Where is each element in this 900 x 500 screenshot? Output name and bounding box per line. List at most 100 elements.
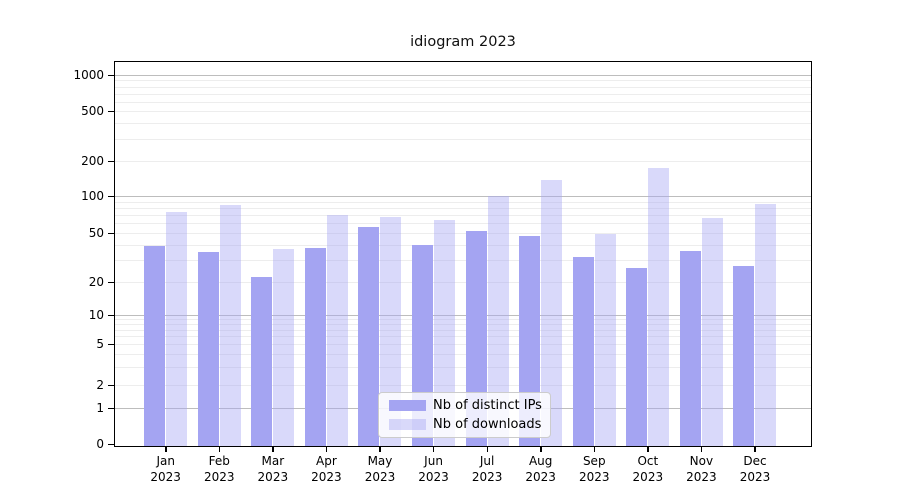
- legend-label-downloads: Nb of downloads: [433, 417, 542, 432]
- legend-label-ips: Nb of distinct IPs: [433, 398, 542, 413]
- gridline-minor: [115, 207, 811, 209]
- plot-area: [114, 61, 812, 447]
- gridline-minor: [115, 385, 811, 386]
- y-tick-mark: [108, 74, 114, 76]
- bar-downloads-jul: [487, 196, 509, 446]
- bar-downloads-nov: [701, 218, 723, 446]
- y-tick-label: 100: [81, 189, 104, 203]
- y-tick-label: 20: [88, 275, 104, 289]
- bar-downloads-aug: [541, 179, 563, 446]
- bar-ips-may: [358, 226, 380, 446]
- x-tick-label-aug: Aug 2023: [525, 454, 556, 484]
- gridline-major: [115, 315, 811, 316]
- bar-ips-dec: [733, 265, 755, 446]
- y-tick-label: 1: [96, 401, 104, 415]
- bar-downloads-jun: [434, 219, 456, 446]
- x-tick-label-mar: Mar 2023: [257, 454, 289, 484]
- bar-downloads-jan: [166, 212, 188, 446]
- y-tick-label: 1000: [73, 68, 104, 82]
- gridline-minor: [115, 366, 811, 368]
- gridline-minor: [115, 201, 811, 203]
- bar-ips-mar: [251, 276, 273, 446]
- x-tick-label-feb: Feb 2023: [203, 454, 235, 484]
- bar-ips-nov: [679, 250, 701, 446]
- legend-swatch-downloads: [389, 419, 426, 430]
- x-tick-label-may: May 2023: [364, 454, 396, 484]
- bar-ips-apr: [304, 247, 326, 446]
- y-tick-mark: [108, 281, 114, 283]
- gridline-minor: [115, 101, 811, 103]
- y-tick-label: 5: [96, 337, 104, 351]
- x-tick-mark: [593, 447, 596, 452]
- x-tick-mark: [540, 447, 542, 452]
- gridline-minor: [115, 86, 811, 88]
- bar-downloads-apr: [326, 215, 348, 446]
- gridline-minor: [115, 344, 811, 345]
- chart-title: idiogram 2023: [410, 34, 516, 50]
- y-tick-mark: [108, 110, 114, 112]
- x-tick-mark: [379, 447, 381, 452]
- gridline-minor: [115, 93, 811, 95]
- legend-swatch-ips: [389, 400, 426, 411]
- gridline-minor: [115, 111, 811, 112]
- bar-ips-jan: [144, 246, 166, 446]
- bar-ips-sep: [572, 256, 594, 446]
- bar-downloads-oct: [648, 167, 670, 446]
- x-tick-mark: [272, 447, 274, 452]
- legend-item-downloads: Nb of downloads: [389, 417, 542, 432]
- gridline-major: [115, 196, 811, 197]
- y-tick-mark: [108, 384, 114, 386]
- gridline-minor: [115, 215, 811, 217]
- bar-downloads-feb: [219, 204, 241, 446]
- x-tick-mark: [325, 447, 328, 452]
- y-tick-mark: [108, 160, 114, 162]
- x-tick-label-jan: Jan 2023: [150, 454, 181, 484]
- gridline-minor: [115, 161, 811, 162]
- gridline-minor: [115, 233, 811, 234]
- gridline-minor: [115, 244, 811, 246]
- bar-ips-oct: [626, 267, 648, 446]
- y-tick-label: 0: [96, 437, 104, 451]
- x-tick-label-oct: Oct 2023: [632, 454, 664, 484]
- y-tick-label: 10: [88, 308, 104, 322]
- x-tick-label-sep: Sep 2023: [578, 454, 610, 484]
- gridline-minor: [115, 260, 811, 262]
- gridline-minor: [115, 223, 811, 225]
- x-tick-label-nov: Nov 2023: [686, 454, 717, 484]
- y-tick-label: 200: [81, 154, 104, 168]
- x-tick-label-apr: Apr 2023: [311, 454, 342, 484]
- y-tick-mark: [108, 343, 114, 345]
- gridline-major: [115, 75, 811, 76]
- gridline-minor: [115, 123, 811, 125]
- y-tick-label: 500: [81, 104, 104, 118]
- x-tick-mark: [433, 447, 435, 452]
- legend-item-distinct-ips: Nb of distinct IPs: [389, 398, 542, 413]
- y-tick-mark: [108, 195, 114, 197]
- gridline-minor: [115, 329, 811, 331]
- bar-downloads-mar: [273, 249, 295, 446]
- gridline-minor: [115, 319, 811, 321]
- gridline-minor: [115, 138, 811, 140]
- x-tick-label-jun: Jun 2023: [418, 454, 449, 484]
- x-tick-mark: [165, 447, 167, 452]
- y-tick-label: 2: [96, 378, 104, 392]
- x-tick-mark: [647, 447, 649, 452]
- x-tick-label-jul: Jul 2023: [471, 454, 503, 484]
- gridline-minor: [115, 324, 811, 326]
- x-tick-mark: [700, 447, 703, 452]
- x-tick-label-dec: Dec 2023: [739, 454, 771, 484]
- y-tick-mark: [108, 407, 114, 409]
- bar-downloads-dec: [755, 204, 777, 446]
- y-tick-mark: [108, 314, 114, 316]
- bar-downloads-may: [380, 217, 402, 446]
- x-tick-mark: [754, 447, 756, 452]
- gridline-minor: [115, 80, 811, 82]
- gridline-minor: [115, 282, 811, 283]
- x-tick-mark: [218, 447, 221, 452]
- x-tick-mark: [486, 447, 488, 452]
- y-tick-mark: [108, 443, 114, 445]
- y-tick-label: 50: [88, 226, 104, 240]
- gridline-minor: [115, 353, 811, 355]
- bar-ips-feb: [197, 252, 219, 446]
